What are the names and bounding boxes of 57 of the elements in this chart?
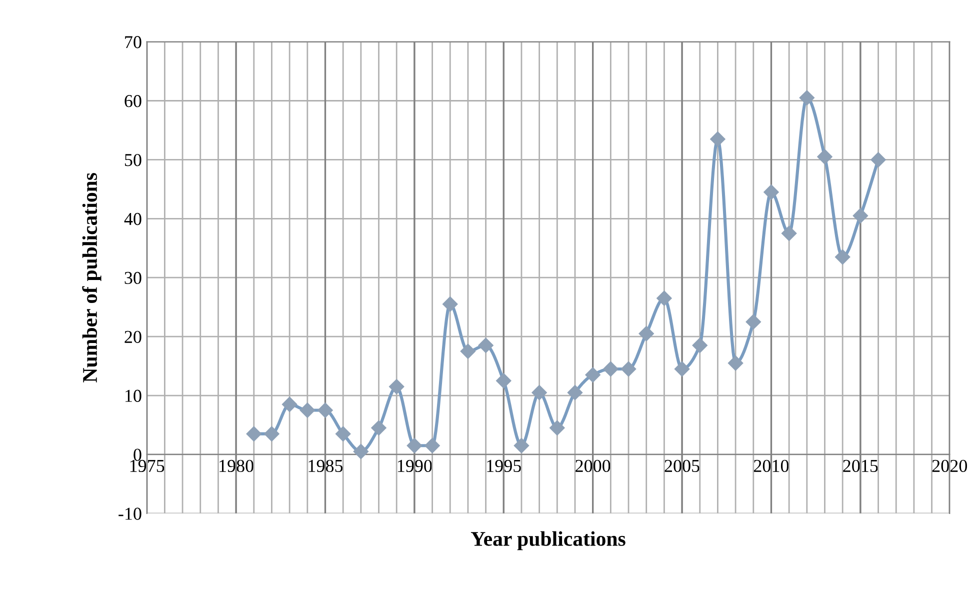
point [478,338,494,353]
x-tick-label: 2015 [843,460,878,472]
point [389,379,404,394]
point [710,131,726,147]
point [656,290,672,306]
x-tick-label: 1975 [130,460,164,472]
point [371,420,386,436]
point [799,90,814,106]
point [300,402,315,418]
x-tick-label: 2000 [576,460,610,472]
x-tick-label: 1990 [398,460,432,472]
x-tick-label: 1985 [308,460,343,472]
y-tick-label: 70 [125,36,142,48]
point [728,356,744,371]
y-tick-label: 30 [124,272,142,284]
point [532,384,547,400]
x-tick-label: 1980 [220,460,254,472]
x-tick-label: 2020 [932,460,967,472]
point [424,438,440,454]
point [460,344,476,359]
y-tick-label: -10 [118,508,142,520]
y-tick-label: 50 [124,154,142,166]
point [674,361,690,377]
point [835,249,850,265]
point [603,361,618,377]
point [817,149,832,164]
point [336,426,351,442]
y-tick-label: 20 [124,330,142,343]
point [353,444,368,460]
point [620,361,636,377]
point [638,326,654,342]
point [318,402,333,418]
point [550,420,565,436]
y-tick-label: 40 [124,212,142,226]
point [514,438,530,454]
point [870,152,886,168]
y-tick-label: 10 [126,390,142,402]
point [567,384,583,400]
point [746,314,761,330]
y-axis-title: Number of publications [82,172,102,382]
point [692,338,708,353]
point [764,184,779,200]
x-tick-label: 2005 [664,460,700,472]
x-tick-label: 1995 [487,460,521,472]
point [852,208,868,224]
point [282,396,298,412]
point [406,438,422,454]
x-tick-label: 2010 [754,460,789,472]
point [264,426,280,442]
y-tick-label: 0 [134,448,142,461]
x-axis-title: Year publications [470,531,626,550]
point [782,226,797,241]
point [496,373,512,388]
point [442,296,458,312]
point [585,367,600,382]
y-tick-label: 60 [124,95,142,108]
point [246,426,262,442]
